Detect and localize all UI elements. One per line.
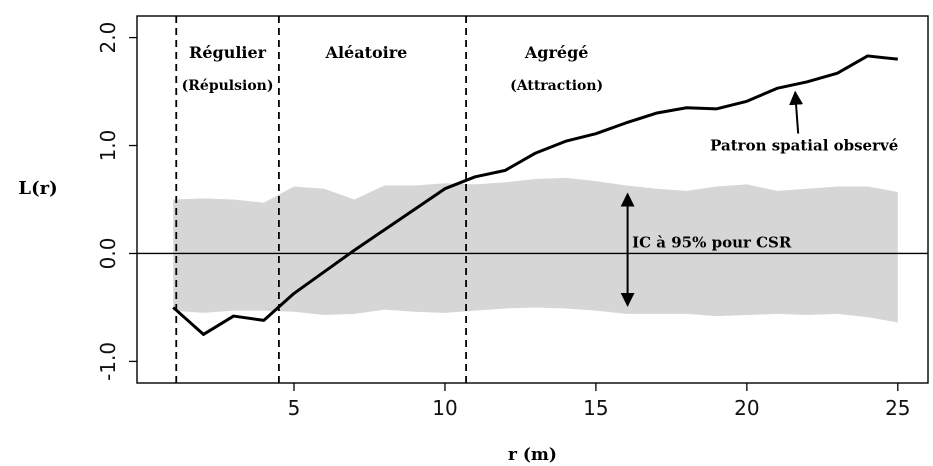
x-tick-label: 5 (288, 396, 301, 420)
region-label: Aléatoire (325, 43, 408, 62)
y-tick-label: 1.0 (96, 130, 120, 162)
x-tick-label: 10 (432, 396, 457, 420)
y-axis-label: L(r) (18, 178, 57, 199)
y-tick-label: -1.0 (96, 342, 120, 381)
x-tick-label: 15 (583, 396, 608, 420)
observed-pattern-line (172, 54, 898, 336)
x-axis-label: r (m) (508, 445, 557, 465)
y-tick-label: 2.0 (96, 22, 120, 54)
region-divider-layer (175, 16, 467, 383)
axes-layer: 5 10 15 20 25 -1.0 0.0 1.0 2.0 (96, 15, 929, 420)
plot-frame (136, 15, 929, 384)
observed-pattern-annotation: Patron spatial observé (710, 137, 898, 155)
x-tick-label: 20 (734, 396, 759, 420)
region-sublabel: (Attraction) (510, 78, 603, 94)
x-tick-label: 25 (885, 396, 910, 420)
label-layer: Régulier (Répulsion) Aléatoire Agrégé (Attra… (182, 43, 804, 307)
region-label: Régulier (189, 43, 267, 62)
ci-envelope (173, 177, 898, 323)
observed-line-layer (172, 54, 898, 336)
ci-envelope-layer (173, 177, 898, 323)
ci-annotation: IC à 95% pour CSR (632, 234, 792, 252)
region-label: Agrégé (524, 43, 589, 62)
observed-pattern-arrow (789, 90, 804, 134)
region-sublabel: (Répulsion) (182, 78, 274, 94)
y-tick-label: 0.0 (96, 238, 120, 270)
